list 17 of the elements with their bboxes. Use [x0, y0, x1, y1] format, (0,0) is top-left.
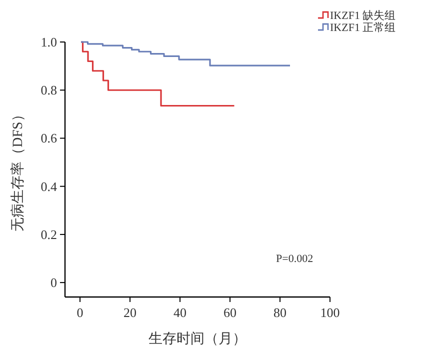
- x-tick-label: 0: [76, 305, 84, 320]
- x-axis-title: 生存时间（月）: [148, 331, 246, 347]
- x-tick-label: 40: [174, 305, 186, 320]
- y-tick-label: 1.0: [40, 34, 57, 50]
- y-tick-label: 0.4: [40, 178, 58, 194]
- legend-label: IKZF1 正常组: [330, 21, 396, 34]
- y-tick-label: 0.8: [40, 82, 57, 98]
- y-axis-title: 无病生存率（DFS）: [10, 108, 26, 232]
- y-tick-label: 0: [50, 275, 57, 290]
- x-tick-label: 20: [124, 305, 136, 320]
- x-tick-label: 80: [274, 305, 286, 320]
- y-tick-label: 0.6: [40, 130, 58, 146]
- x-tick-label: 60: [224, 305, 236, 320]
- x-tick-label: 100: [320, 305, 340, 320]
- legend-label: IKZF1 缺失组: [330, 9, 396, 22]
- annotation: P=0.002: [276, 253, 314, 265]
- y-tick-label: 0.2: [40, 226, 57, 242]
